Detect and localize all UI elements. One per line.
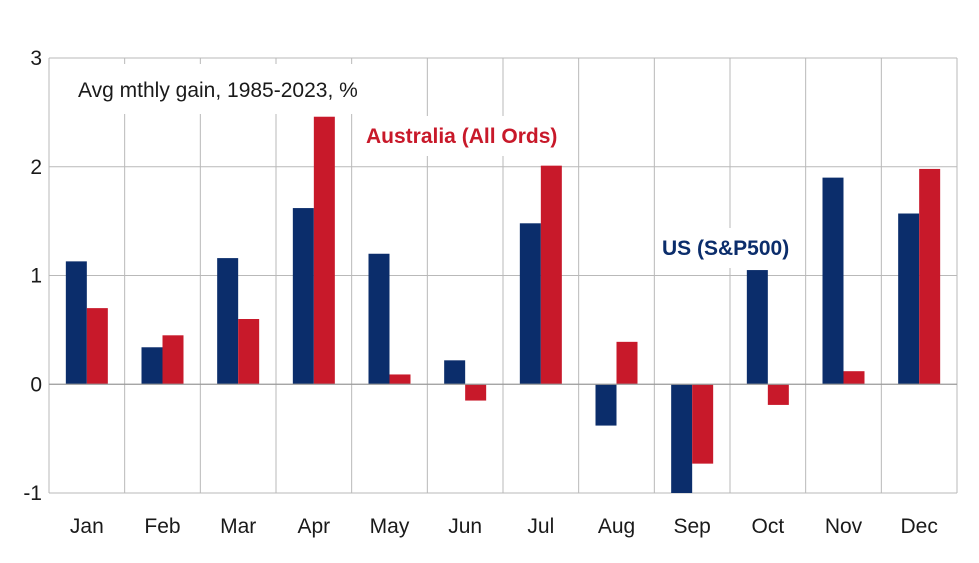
x-tick-label: Jul (527, 515, 554, 538)
bar-australia-jun (465, 384, 487, 401)
bar-us-jul (519, 223, 541, 385)
x-tick-label: May (370, 515, 410, 538)
x-tick-label: Oct (751, 515, 784, 538)
legend-us-background (656, 228, 798, 268)
bar-us-may (368, 253, 390, 385)
y-tick-label: 3 (30, 47, 42, 70)
bar-layer (65, 116, 941, 493)
x-tick-label: Apr (297, 515, 330, 538)
bar-australia-jul (540, 165, 562, 385)
x-tick-label: Aug (598, 515, 635, 538)
legend-us: US (S&P500) (662, 237, 789, 260)
x-tick-label: Nov (825, 515, 863, 538)
bar-australia-nov (843, 371, 865, 385)
y-tick-labels: -1 0 1 2 3 (23, 47, 42, 505)
x-tick-labels: Jan Feb Mar Apr May Jun Jul Aug Sep Oct Nov Dec (70, 515, 938, 538)
bar-australia-sep (692, 384, 714, 464)
bar-australia-may (389, 374, 411, 385)
y-tick-label: 2 (30, 156, 42, 179)
bar-australia-mar (238, 319, 260, 385)
title-background (64, 64, 400, 114)
x-tick-label: Feb (144, 515, 180, 538)
x-tick-label: Mar (220, 515, 256, 538)
x-tick-label: Jun (448, 515, 482, 538)
bar-australia-feb (162, 335, 184, 385)
bar-us-dec (898, 213, 920, 385)
x-tick-label: Sep (673, 515, 710, 538)
bar-australia-oct (767, 384, 789, 405)
y-tick-label: 1 (30, 265, 42, 288)
bar-us-apr (292, 208, 314, 385)
bar-us-nov (822, 177, 844, 385)
bar-us-mar (217, 258, 239, 385)
legend-australia: Australia (All Ords) (366, 125, 557, 148)
bar-australia-dec (919, 168, 941, 385)
y-tick-label: -1 (23, 482, 42, 505)
bar-us-feb (141, 347, 163, 385)
bar-australia-apr (313, 116, 335, 385)
bar-australia-jan (86, 308, 108, 385)
bar-us-jan (65, 261, 87, 385)
y-tick-label: 0 (30, 373, 42, 396)
x-tick-label: Jan (70, 515, 104, 538)
bar-us-oct (746, 270, 768, 385)
x-tick-label: Dec (900, 515, 937, 538)
bar-us-sep (671, 384, 693, 493)
bar-australia-aug (616, 341, 638, 385)
legend-australia-background (360, 116, 566, 156)
chart-title: Avg mthly gain, 1985-2023, % (78, 79, 358, 102)
bar-us-aug (595, 384, 617, 426)
bar-us-jun (444, 360, 466, 385)
